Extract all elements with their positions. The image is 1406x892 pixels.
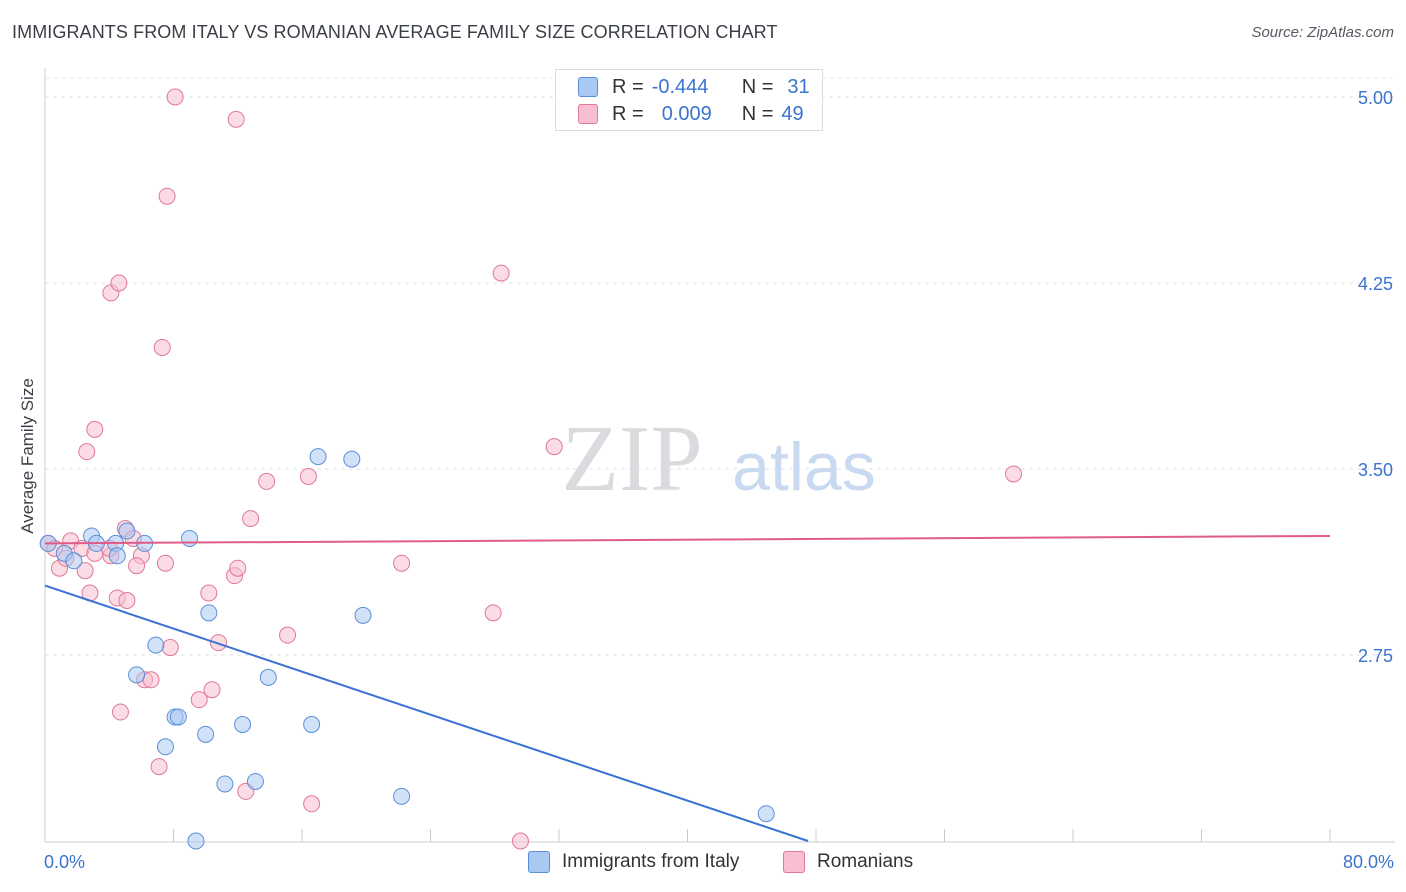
- legend-r-value: -0.444: [651, 75, 709, 98]
- italy-point: [147, 636, 165, 654]
- italy-trend-line: [44, 584, 809, 842]
- legend-r-value: 0.009: [661, 102, 712, 125]
- romanians-point: [166, 88, 184, 106]
- romanians-point: [150, 758, 168, 776]
- italy-point: [197, 725, 215, 743]
- italy-point: [343, 450, 361, 468]
- legend-r-label: R =: [612, 102, 644, 125]
- romanians-point: [203, 681, 221, 699]
- stats-legend: R = -0.444 N = 31 R = 0.009 N = 49: [555, 69, 823, 131]
- romanians-point: [158, 187, 176, 205]
- italy-point: [181, 529, 199, 547]
- romanians-point: [86, 420, 104, 438]
- romanians-point: [227, 110, 245, 128]
- y-tick-label: 2.75: [1358, 646, 1393, 666]
- italy-point: [200, 604, 218, 622]
- italy-point: [246, 772, 264, 790]
- italy-point: [65, 552, 83, 570]
- romanians-point: [128, 557, 146, 575]
- italy-point: [303, 715, 321, 733]
- romanians-point: [118, 591, 136, 609]
- romanians-point: [511, 832, 529, 850]
- legend-swatch-italy: [528, 851, 550, 873]
- romanians-trend-line: [44, 534, 1331, 545]
- legend-swatch-italy: [578, 77, 598, 97]
- italy-point: [128, 666, 146, 684]
- legend-label-italy: Immigrants from Italy: [562, 851, 740, 872]
- source-label: Source: ZipAtlas.com: [1251, 24, 1394, 41]
- italy-point: [118, 522, 136, 540]
- romanians-point: [1005, 465, 1023, 483]
- y-tick-label: 4.25: [1358, 274, 1393, 294]
- watermark-atlas: atlas: [732, 429, 876, 505]
- legend-row-italy: R = -0.444 N = 31: [578, 75, 810, 99]
- italy-point: [187, 832, 205, 850]
- legend-n-label: N =: [741, 102, 774, 125]
- watermark-zip: ZIP: [562, 407, 703, 511]
- romanians-point: [190, 691, 208, 709]
- romanians-point: [229, 559, 247, 577]
- romanians-point: [279, 626, 297, 644]
- y-tick-labels: 2.75 3.50 4.25 5.00: [1358, 88, 1393, 666]
- x-axis-max-label: 80.0%: [1342, 852, 1394, 872]
- series-legend: Immigrants from Italy Romanians: [0, 851, 1406, 877]
- romanians-point: [393, 554, 411, 572]
- italy-point: [309, 448, 327, 466]
- romanians-point: [156, 554, 174, 572]
- legend-r-label: R =: [612, 75, 644, 98]
- romanians-point: [153, 338, 171, 356]
- italy-point: [169, 708, 187, 726]
- romanians-point: [76, 562, 94, 580]
- italy-point: [393, 787, 411, 805]
- italy-point: [108, 547, 126, 565]
- gridlines: [45, 77, 1395, 656]
- legend-n-label: N =: [741, 75, 774, 98]
- legend-label-romanians: Romanians: [817, 851, 914, 872]
- romanians-point: [484, 604, 502, 622]
- italy-point: [757, 805, 775, 823]
- italy-point: [216, 775, 234, 793]
- romanians-point: [492, 264, 510, 282]
- legend-swatch-romanians: [578, 104, 598, 124]
- italy-point: [156, 738, 174, 756]
- romanians-point: [161, 639, 179, 657]
- romanians-point: [258, 472, 276, 490]
- axes: [44, 68, 1395, 843]
- legend-swatch-romanians: [783, 851, 805, 873]
- x-axis-min-label: 0.0%: [44, 852, 86, 872]
- y-tick-label: 5.00: [1358, 88, 1393, 108]
- romanians-point: [111, 703, 129, 721]
- italy-point: [354, 606, 372, 624]
- chart-title: IMMIGRANTS FROM ITALY VS ROMANIAN AVERAG…: [12, 22, 778, 42]
- trend-lines: [44, 534, 1331, 842]
- legend-n-value: 49: [781, 102, 804, 125]
- italy-point: [234, 715, 252, 733]
- romanians-point: [78, 443, 96, 461]
- romanians-point: [110, 274, 128, 292]
- romanians-point: [200, 584, 218, 602]
- romanians-points: [39, 88, 1023, 850]
- legend-n-value: 31: [787, 75, 810, 98]
- italy-point: [259, 668, 277, 686]
- romanians-point: [303, 795, 321, 813]
- legend-item-italy: Immigrants from Italy: [528, 851, 739, 873]
- legend-row-romanians: R = 0.009 N = 49: [578, 102, 804, 126]
- romanians-point: [299, 467, 317, 485]
- legend-item-romanians: Romanians: [783, 851, 913, 873]
- romanians-point: [242, 510, 260, 528]
- romanians-point: [545, 438, 563, 456]
- romanians-point: [142, 671, 160, 689]
- y-tick-label: 3.50: [1358, 460, 1393, 480]
